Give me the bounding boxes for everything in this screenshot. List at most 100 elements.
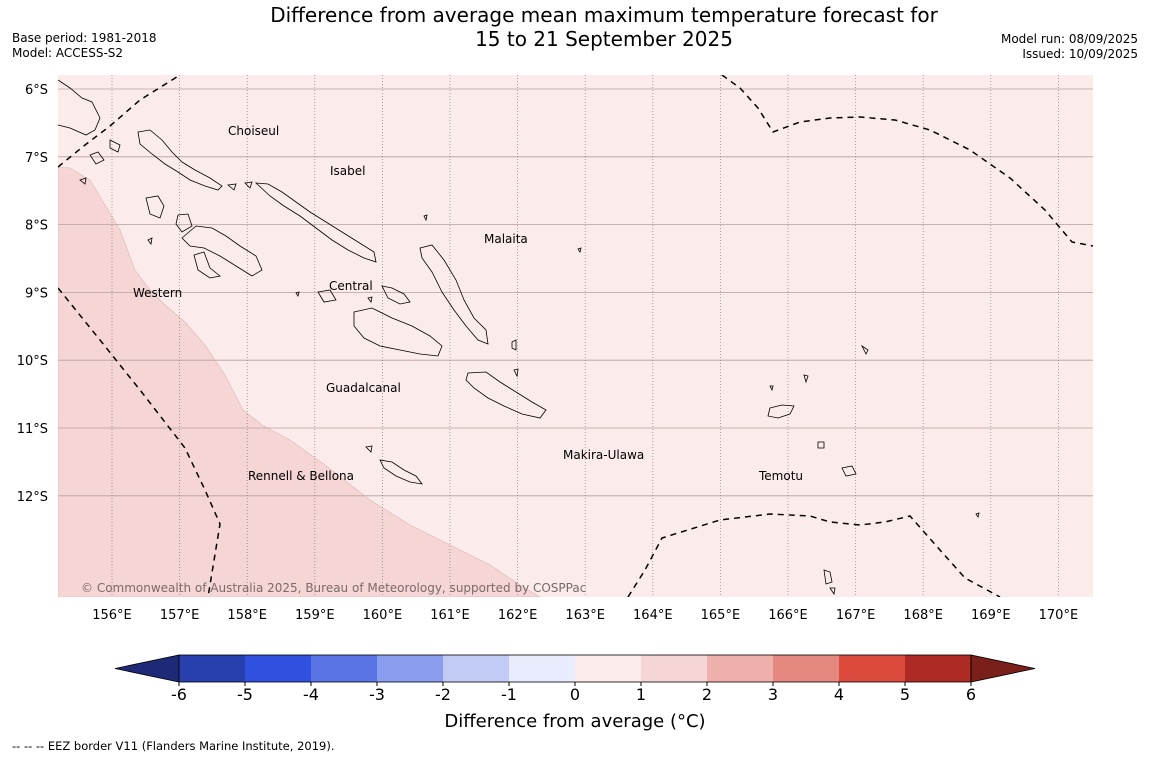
colorbar-segment — [839, 655, 905, 682]
lat-label: 12°S — [17, 490, 48, 505]
island-outline — [860, 344, 869, 355]
island-outline — [769, 385, 774, 392]
island-outline — [193, 251, 221, 279]
eez-border — [58, 75, 181, 168]
island-outline — [367, 296, 373, 303]
island-outline — [577, 247, 582, 253]
title-line-2: 15 to 21 September 2025 — [475, 27, 733, 51]
island-choiseul — [137, 129, 223, 191]
island-outline — [823, 569, 833, 585]
colorbar-segment — [905, 655, 971, 682]
colorbar-under-arrow — [114, 654, 180, 683]
lon-label: 163°E — [565, 608, 605, 623]
colorbar-tick-label: 2 — [702, 685, 712, 704]
eez-border — [58, 287, 221, 597]
colorbar-segment — [575, 655, 641, 682]
region-label-choiseul: Choiseul — [228, 124, 279, 138]
island-outline — [829, 587, 836, 596]
run-info: Model run: 08/09/2025 Issued: 10/09/2025 — [1001, 32, 1138, 62]
lat-label: 8°S — [25, 219, 48, 234]
colorbar-segment — [245, 655, 311, 682]
lon-label: 158°E — [227, 608, 267, 623]
island-guadalcanal — [353, 307, 443, 357]
region-label-central: Central — [329, 279, 373, 293]
colorbar-segment — [707, 655, 773, 682]
island-outline — [511, 339, 517, 351]
colorbar-tick-label: 0 — [570, 685, 580, 704]
colorbar-tick-label: -5 — [237, 685, 253, 704]
island-outline — [89, 151, 105, 165]
colorbar-tick-label: -2 — [435, 685, 451, 704]
island-outline — [381, 285, 411, 305]
island-outline — [365, 445, 373, 453]
region-label-malaita: Malaita — [484, 232, 528, 246]
lon-label: 166°E — [768, 608, 808, 623]
lon-label: 162°E — [498, 608, 538, 623]
island-central — [317, 289, 337, 303]
colorbar-segment — [641, 655, 707, 682]
lon-label: 165°E — [701, 608, 741, 623]
colorbar-segment — [377, 655, 443, 682]
colorbar-segment — [311, 655, 377, 682]
base-period: Base period: 1981-2018 — [12, 31, 157, 45]
eez-border — [627, 513, 1001, 597]
island-outline — [79, 177, 87, 185]
island-outline — [58, 79, 101, 136]
lat-label: 9°S — [25, 286, 48, 301]
lat-label: 11°S — [17, 422, 48, 437]
lon-label: 169°E — [971, 608, 1011, 623]
lon-label: 159°E — [295, 608, 335, 623]
coastlines — [58, 79, 980, 596]
region-label-rennell-bellona: Rennell & Bellona — [248, 469, 354, 483]
lat-label: 6°S — [25, 83, 48, 98]
island-outline — [975, 512, 980, 518]
copyright-notice: © Commonwealth of Australia 2025, Bureau… — [81, 581, 586, 595]
colorbar-segment — [509, 655, 575, 682]
colorbar-tick-label: 5 — [900, 685, 910, 704]
lon-label: 167°E — [836, 608, 876, 623]
island-outline — [244, 181, 253, 189]
region-label-temotu: Temotu — [758, 469, 803, 483]
eez-legend-note: -- -- -- EEZ border V11 (Flanders Marine… — [12, 739, 335, 753]
lat-label: 10°S — [17, 354, 48, 369]
island-outline — [175, 213, 193, 233]
region-label-makira-ulawa: Makira-Ulawa — [563, 448, 644, 462]
colorbar-tick-label: -1 — [501, 685, 517, 704]
lon-label: 170°E — [1039, 608, 1079, 623]
lon-label: 156°E — [92, 608, 132, 623]
island-malaita — [419, 244, 489, 345]
colorbar-segment — [443, 655, 509, 682]
region-label-isabel: Isabel — [330, 164, 365, 178]
colorbar-tick-label: -3 — [369, 685, 385, 704]
island-temotu — [767, 404, 795, 419]
island-outline — [841, 465, 857, 477]
island-outline — [803, 374, 809, 384]
region-label-western: Western — [133, 286, 182, 300]
model-info: Base period: 1981-2018 Model: ACCESS-S2 — [12, 31, 157, 61]
colorbar-tick-label: 1 — [636, 685, 646, 704]
colorbar-segment — [179, 655, 245, 682]
lon-label: 161°E — [430, 608, 470, 623]
lat-label: 7°S — [25, 151, 48, 166]
island-isabel — [254, 182, 377, 263]
colorbar-tick-label: -6 — [171, 685, 187, 704]
colorbar-tick-label: 6 — [966, 685, 976, 704]
colorbar-tick-label: 4 — [834, 685, 844, 704]
title-line-1: Difference from average mean maximum tem… — [270, 3, 938, 27]
colorbar — [114, 654, 1036, 683]
colorbar-label: Difference from average (°C) — [444, 711, 705, 732]
island-outline — [295, 291, 300, 297]
colorbar-segment — [773, 655, 839, 682]
island-outline — [109, 139, 121, 153]
island-outline — [227, 183, 237, 191]
lon-label: 164°E — [633, 608, 673, 623]
region-label-guadalcanal: Guadalcanal — [326, 381, 401, 395]
island-outline — [147, 237, 153, 245]
island-outline — [817, 441, 825, 449]
island-outline — [181, 225, 263, 277]
model-run-date: Model run: 08/09/2025 — [1000, 32, 1138, 46]
island-outline — [145, 195, 165, 219]
island-rennell — [379, 459, 423, 485]
colorbar-tick-label: -4 — [303, 685, 319, 704]
